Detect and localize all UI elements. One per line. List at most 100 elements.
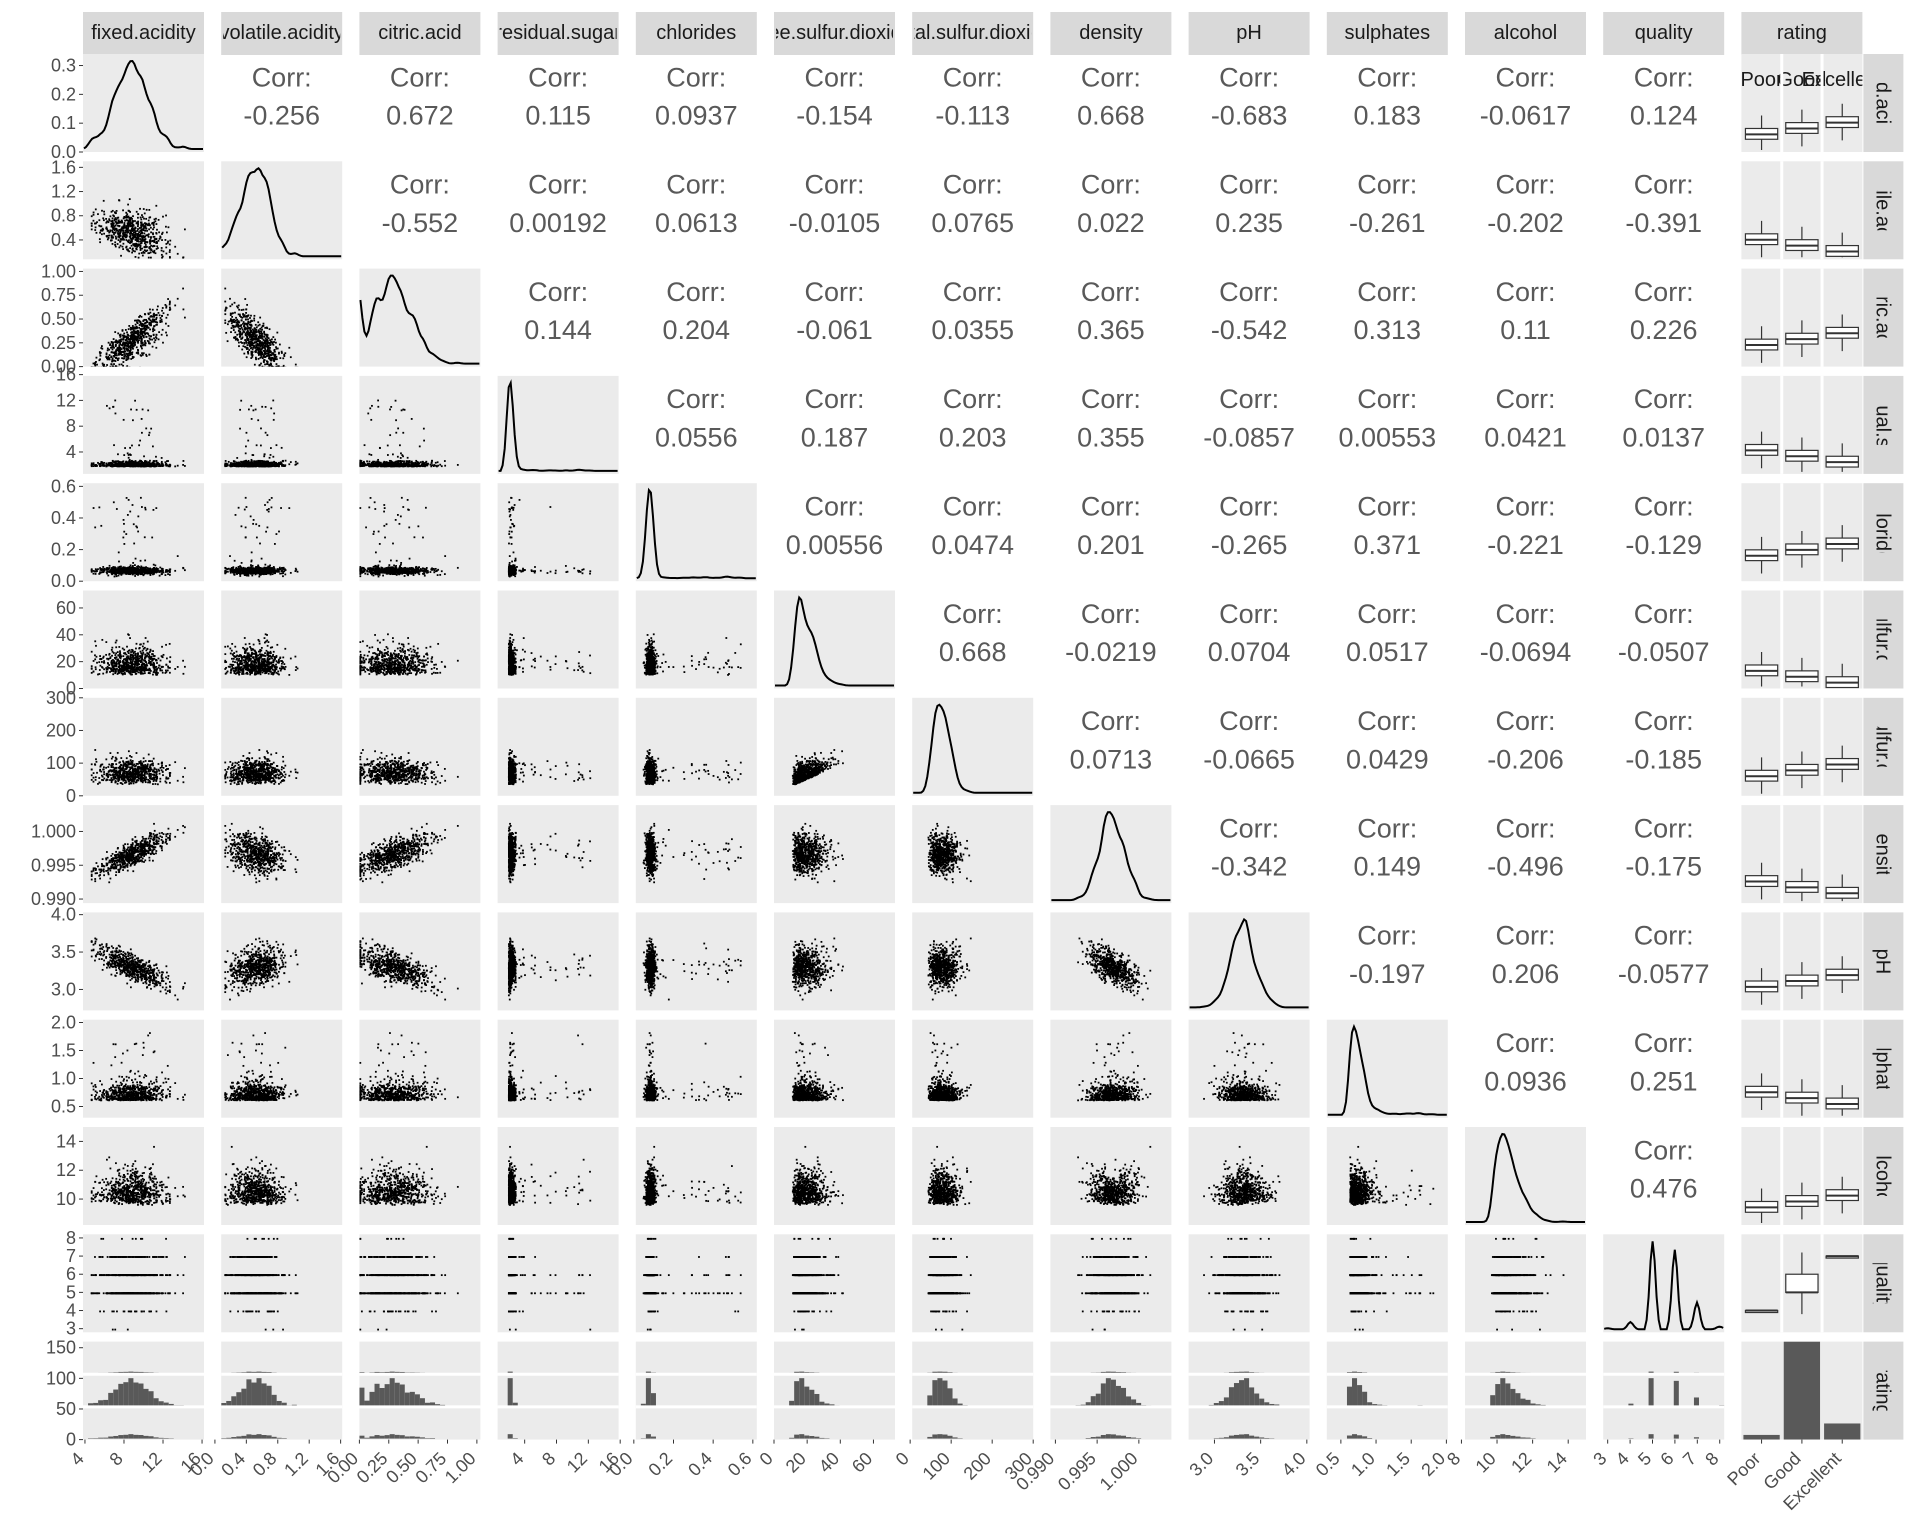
y-tick-label: 0.50 bbox=[41, 309, 76, 329]
histogram-bar bbox=[138, 1435, 144, 1439]
corr-value: -0.683 bbox=[1211, 101, 1288, 131]
panel-density-density bbox=[1050, 805, 1172, 904]
histogram-bar bbox=[1495, 1384, 1501, 1406]
histogram-bar bbox=[389, 1371, 395, 1374]
row-strip-residual.sugar: residual.sugar bbox=[1863, 375, 1904, 474]
corr-label: Corr: bbox=[528, 62, 588, 92]
y-tick-label: 2.0 bbox=[51, 1013, 76, 1033]
panel-pH-density bbox=[1050, 912, 1172, 1011]
corr-panel: Corr: 0.0421 bbox=[1484, 384, 1567, 452]
corr-value: -0.206 bbox=[1487, 744, 1564, 774]
y-tick-label: 0.4 bbox=[51, 508, 76, 528]
panel-alcohol-pH bbox=[1188, 1127, 1310, 1225]
histogram-bar bbox=[271, 1394, 277, 1406]
y-tick-label: 0.25 bbox=[41, 333, 76, 353]
panel-sulphates-pH bbox=[1188, 1019, 1310, 1118]
histogram-bar bbox=[942, 1380, 948, 1406]
panel-alcohol-total.sulfur.dioxide bbox=[912, 1127, 1034, 1225]
histogram-bar bbox=[1693, 1437, 1699, 1439]
corr-panel: Corr: 0.0429 bbox=[1346, 706, 1429, 774]
x-axis-volatile.acidity: 0.0 0.4 0.8 1.2 1.6 bbox=[186, 1439, 343, 1480]
y-tick-label: 0 bbox=[66, 1430, 76, 1450]
corr-label: Corr: bbox=[1496, 599, 1556, 629]
histogram-bar bbox=[369, 1436, 375, 1439]
corr-value: -0.0665 bbox=[1203, 744, 1295, 774]
corr-panel: Corr: -0.185 bbox=[1625, 706, 1702, 774]
column-strip-label: alcohol bbox=[1494, 22, 1557, 44]
histogram-bar bbox=[1495, 1371, 1501, 1374]
histogram-bar bbox=[1120, 1387, 1127, 1406]
histogram-bar bbox=[108, 1392, 114, 1406]
corr-label: Corr: bbox=[1634, 921, 1694, 951]
histogram-bar bbox=[123, 1434, 129, 1439]
y-tick-label: 3.5 bbox=[51, 942, 76, 962]
histogram-bar bbox=[1264, 1438, 1270, 1439]
histogram-bar bbox=[163, 1438, 169, 1439]
histogram-bar bbox=[1500, 1434, 1506, 1439]
y-axis-fixed.acidity: 0.0 0.1 0.2 0.3 bbox=[51, 56, 83, 162]
x-tick-label: 0.995 bbox=[1054, 1448, 1100, 1494]
column-strip-citric.acid: citric.acid bbox=[359, 12, 481, 55]
histogram-bar bbox=[1249, 1387, 1255, 1406]
column-strip-volatile.acidity: volatile.acidity bbox=[221, 12, 343, 55]
histogram-bar bbox=[1085, 1437, 1091, 1439]
column-strip-label: rating bbox=[1777, 22, 1827, 44]
panel-density-citric.acid bbox=[359, 805, 481, 904]
corr-value: 0.0937 bbox=[655, 101, 738, 131]
corr-value: 0.149 bbox=[1354, 852, 1422, 882]
histogram-bar bbox=[1233, 1434, 1240, 1439]
histogram-bar bbox=[394, 1371, 400, 1374]
panel-alcohol-citric.acid bbox=[359, 1127, 481, 1225]
histogram-bar bbox=[236, 1392, 242, 1406]
panel-sulphates-volatile.acidity bbox=[221, 1019, 343, 1118]
corr-panel: Corr: 0.235 bbox=[1215, 170, 1283, 238]
panel-pH-chlorides bbox=[635, 912, 757, 1011]
histogram-bar bbox=[221, 1403, 227, 1406]
histogram-bar bbox=[1346, 1386, 1353, 1406]
x-tick-label: 8 bbox=[106, 1448, 127, 1469]
x-axis-free.sulfur.dioxide: 0 20 40 60 bbox=[756, 1439, 876, 1477]
histogram-bar bbox=[1228, 1435, 1234, 1439]
x-tick-label: 1.2 bbox=[280, 1448, 312, 1480]
row-strip-quality: quality bbox=[1863, 1234, 1904, 1333]
histogram-bar bbox=[1515, 1436, 1521, 1439]
corr-label: Corr: bbox=[1357, 599, 1417, 629]
histogram-bar bbox=[799, 1371, 805, 1374]
corr-value: 0.00192 bbox=[509, 208, 607, 238]
corr-label: Corr: bbox=[528, 170, 588, 200]
histogram-bar bbox=[1628, 1403, 1634, 1406]
panel-quality-free.sulfur.dioxide bbox=[774, 1234, 895, 1333]
corr-label: Corr: bbox=[1081, 706, 1141, 736]
histogram-bar bbox=[256, 1378, 262, 1406]
y-tick-label: 0.990 bbox=[31, 889, 76, 909]
corr-label: Corr: bbox=[666, 170, 726, 200]
corr-label: Corr: bbox=[666, 277, 726, 307]
y-tick-label: 1.000 bbox=[31, 821, 76, 841]
panel-free.sulfur.dioxide-free.sulfur.dioxide bbox=[774, 590, 895, 689]
histogram-bar bbox=[947, 1372, 953, 1374]
corr-panel: Corr: 0.355 bbox=[1077, 384, 1145, 452]
x-tick-label: 0.50 bbox=[382, 1448, 421, 1487]
panel-free.sulfur.dioxide-chlorides bbox=[635, 590, 757, 689]
corr-value: 0.0355 bbox=[931, 315, 1014, 345]
x-tick-label: 3 bbox=[1589, 1448, 1610, 1469]
histogram-bar bbox=[1126, 1396, 1132, 1406]
corr-panel: Corr: 0.124 bbox=[1630, 62, 1698, 130]
histogram-bar bbox=[1080, 1404, 1086, 1406]
density-curve bbox=[1189, 917, 1309, 1009]
histogram-bar bbox=[231, 1437, 237, 1439]
corr-value: 0.00556 bbox=[786, 530, 884, 560]
histogram-bar bbox=[1269, 1403, 1275, 1406]
row-strip-label: total.sulfur.dioxide bbox=[1871, 667, 1893, 827]
y-axis-chlorides: 0.0 0.2 0.4 0.6 bbox=[51, 476, 83, 591]
rating-level-label: Poor bbox=[1740, 69, 1783, 91]
panel-alcohol-free.sulfur.dioxide bbox=[774, 1127, 895, 1225]
panel-volatile.acidity-rating bbox=[1741, 161, 1863, 260]
panel-chlorides-chlorides bbox=[635, 483, 757, 582]
row-strip-label: density bbox=[1871, 822, 1893, 885]
panel-rating-rating bbox=[1741, 1341, 1863, 1440]
corr-panel: Corr: 0.226 bbox=[1630, 277, 1698, 345]
column-strip-sulphates: sulphates bbox=[1326, 12, 1448, 55]
corr-panel: Corr: 0.0355 bbox=[931, 277, 1014, 345]
